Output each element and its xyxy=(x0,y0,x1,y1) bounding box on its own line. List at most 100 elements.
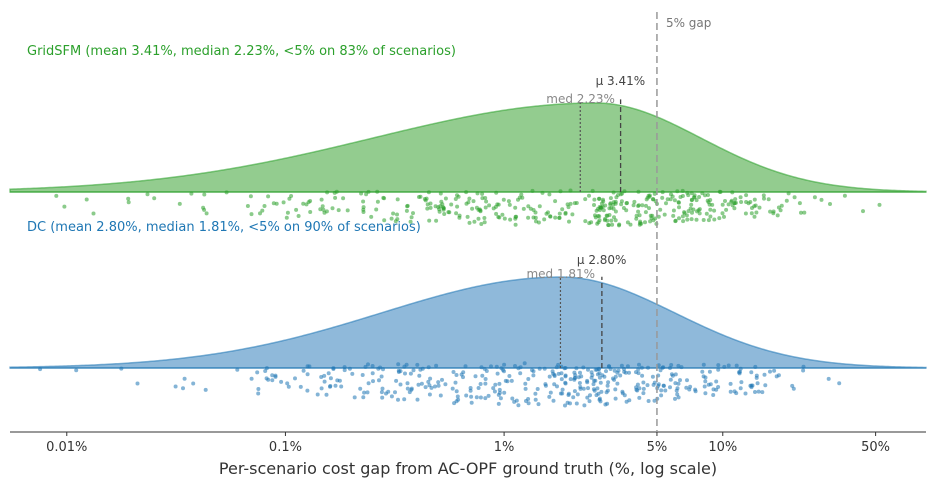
data-point-gridsfm xyxy=(601,199,606,204)
data-point-dc xyxy=(363,364,368,369)
data-point-dc xyxy=(478,395,483,400)
data-point-gridsfm xyxy=(494,211,499,216)
data-point-dc xyxy=(379,374,384,379)
data-point-gridsfm xyxy=(287,196,292,201)
data-point-dc xyxy=(676,381,681,386)
data-point-gridsfm xyxy=(671,213,676,218)
data-point-dc xyxy=(738,366,743,371)
data-point-gridsfm xyxy=(744,200,749,204)
data-point-gridsfm xyxy=(308,210,313,214)
data-point-dc xyxy=(763,383,768,388)
data-point-gridsfm xyxy=(607,206,612,211)
data-point-dc xyxy=(703,391,708,396)
data-point-dc xyxy=(641,391,646,396)
data-point-dc xyxy=(533,397,538,402)
data-point-dc xyxy=(645,383,650,388)
data-point-dc xyxy=(339,384,344,389)
data-point-dc xyxy=(533,391,538,396)
data-point-dc xyxy=(273,374,278,379)
data-point-dc xyxy=(518,371,523,376)
data-point-gridsfm xyxy=(567,219,571,224)
data-point-gridsfm xyxy=(542,217,547,222)
data-point-dc xyxy=(376,366,381,371)
data-point-gridsfm xyxy=(631,203,636,208)
data-point-dc xyxy=(526,397,531,401)
data-point-gridsfm xyxy=(341,196,346,201)
data-point-dc xyxy=(365,390,370,395)
data-point-dc xyxy=(366,381,371,386)
data-point-dc xyxy=(701,362,706,367)
data-point-gridsfm xyxy=(739,200,744,204)
data-point-gridsfm xyxy=(720,202,725,207)
data-point-dc xyxy=(249,376,254,381)
data-point-gridsfm xyxy=(285,210,290,215)
data-point-dc xyxy=(407,390,412,395)
data-point-gridsfm xyxy=(612,215,616,220)
data-point-gridsfm xyxy=(602,218,607,223)
data-point-dc xyxy=(608,367,613,371)
data-point-dc xyxy=(678,378,682,383)
data-point-dc xyxy=(377,378,381,383)
data-point-dc xyxy=(716,363,721,368)
data-point-dc xyxy=(547,394,552,399)
data-point-dc xyxy=(463,364,468,369)
data-point-gridsfm xyxy=(202,207,207,212)
data-point-gridsfm xyxy=(705,198,710,203)
data-point-dc xyxy=(581,386,586,391)
data-point-gridsfm xyxy=(418,194,423,199)
data-point-gridsfm xyxy=(262,204,267,208)
data-point-gridsfm xyxy=(496,215,501,219)
data-point-gridsfm xyxy=(819,197,824,202)
data-point-dc xyxy=(436,383,441,388)
data-point-gridsfm xyxy=(625,201,629,205)
data-point-gridsfm xyxy=(389,216,394,221)
x-tick-label: 50% xyxy=(861,440,890,455)
data-point-gridsfm xyxy=(393,219,398,224)
data-point-gridsfm xyxy=(547,192,552,197)
data-point-dc xyxy=(606,380,611,385)
data-point-gridsfm xyxy=(443,196,448,201)
data-point-dc xyxy=(286,384,291,389)
data-point-dc xyxy=(491,386,496,391)
x-tick-label: 5% xyxy=(647,440,668,455)
data-point-dc xyxy=(319,375,324,379)
data-point-gridsfm xyxy=(375,199,380,204)
data-point-gridsfm xyxy=(436,205,441,210)
data-point-dc xyxy=(530,368,534,373)
data-point-dc xyxy=(620,389,625,394)
data-point-gridsfm xyxy=(480,196,485,201)
data-point-gridsfm xyxy=(684,213,689,218)
data-point-dc xyxy=(181,386,185,391)
data-point-dc xyxy=(625,364,630,369)
data-point-gridsfm xyxy=(361,210,366,214)
data-point-dc xyxy=(676,395,681,400)
data-point-dc xyxy=(476,386,481,390)
data-point-gridsfm xyxy=(726,202,731,207)
data-point-dc xyxy=(615,381,620,386)
data-point-dc xyxy=(693,389,698,394)
data-point-dc xyxy=(443,382,448,387)
data-point-gridsfm xyxy=(613,218,618,223)
data-point-gridsfm xyxy=(202,192,207,197)
data-point-dc xyxy=(622,367,626,371)
data-point-gridsfm xyxy=(613,209,618,214)
data-point-dc xyxy=(526,401,531,406)
data-point-dc xyxy=(552,372,557,377)
data-point-dc xyxy=(531,373,536,378)
data-point-dc xyxy=(703,379,708,384)
data-point-dc xyxy=(436,380,441,385)
data-point-dc xyxy=(381,367,385,372)
data-point-dc xyxy=(599,389,604,394)
data-point-dc xyxy=(408,371,413,376)
data-point-dc xyxy=(737,370,741,375)
data-point-dc xyxy=(322,379,327,384)
data-point-dc xyxy=(263,369,268,373)
data-point-dc xyxy=(668,377,673,382)
data-point-dc xyxy=(270,373,275,378)
data-point-gridsfm xyxy=(766,197,771,202)
data-point-gridsfm xyxy=(455,204,460,209)
data-point-dc xyxy=(479,365,484,370)
data-point-gridsfm xyxy=(548,214,553,219)
data-point-gridsfm xyxy=(802,210,807,215)
